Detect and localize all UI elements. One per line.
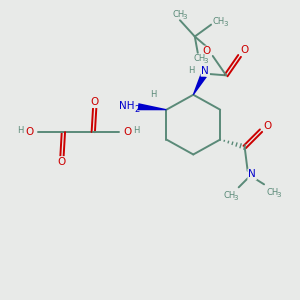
Polygon shape: [138, 103, 167, 110]
Text: O: O: [202, 46, 211, 56]
Text: N: N: [201, 66, 209, 76]
Text: O: O: [26, 127, 34, 137]
Text: CH: CH: [266, 188, 278, 197]
Text: 3: 3: [223, 21, 228, 27]
Text: O: O: [91, 97, 99, 107]
Text: N: N: [248, 169, 256, 179]
Text: 3: 3: [233, 195, 238, 201]
Text: NH: NH: [119, 101, 134, 111]
Polygon shape: [193, 74, 207, 95]
Text: CH: CH: [172, 10, 184, 19]
Text: H: H: [17, 126, 23, 135]
Text: CH: CH: [213, 17, 225, 26]
Text: H: H: [150, 90, 156, 99]
Text: 3: 3: [182, 14, 187, 20]
Text: O: O: [58, 157, 66, 167]
Text: O: O: [123, 127, 131, 137]
Text: CH: CH: [193, 54, 206, 63]
Text: H: H: [189, 66, 195, 75]
Text: O: O: [241, 45, 249, 55]
Text: CH: CH: [223, 191, 235, 200]
Text: 3: 3: [277, 192, 281, 198]
Text: 3: 3: [204, 58, 208, 64]
Text: H: H: [134, 126, 140, 135]
Text: 2: 2: [134, 105, 139, 114]
Text: O: O: [263, 121, 272, 131]
